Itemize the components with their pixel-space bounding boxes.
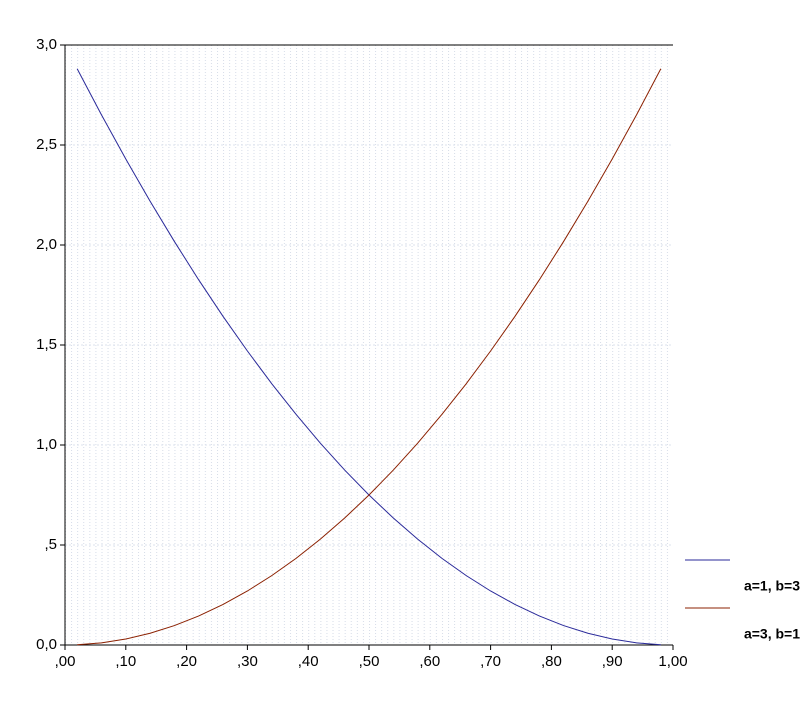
x-tick-label: ,10 [115,653,136,670]
legend-label: a=1, b=3 [744,578,800,594]
x-tick-label: ,60 [419,653,440,670]
legend-label: a=3, b=1 [744,626,800,642]
y-tick-label: 0,0 [36,636,57,653]
x-tick-label: 1,00 [658,653,687,670]
x-tick-label: ,30 [237,653,258,670]
x-tick-label: ,70 [480,653,501,670]
x-tick-label: ,50 [359,653,380,670]
y-tick-label: 2,5 [36,136,57,153]
x-tick-label: ,20 [176,653,197,670]
y-tick-label: 1,0 [36,436,57,453]
y-tick-label: ,5 [44,536,57,553]
y-tick-label: 3,0 [36,36,57,53]
x-tick-label: ,90 [602,653,623,670]
x-tick-label: ,40 [298,653,319,670]
x-tick-label: ,80 [541,653,562,670]
y-tick-label: 1,5 [36,336,57,353]
series-line [77,68,662,646]
y-tick-label: 2,0 [36,236,57,253]
x-tick-label: ,00 [55,653,76,670]
